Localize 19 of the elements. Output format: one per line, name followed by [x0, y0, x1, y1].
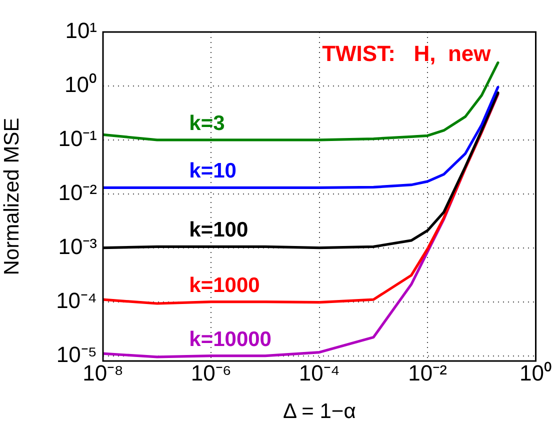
- y-axis-title: Normalized MSE: [0, 118, 24, 276]
- y-tick-label: 10⁰: [64, 72, 97, 98]
- series-label: k=100: [189, 218, 248, 242]
- x-axis-title: Δ = 1−α: [282, 400, 356, 424]
- y-tick-label: 10¹: [65, 18, 97, 44]
- x-tick-label: 10⁰: [520, 360, 552, 386]
- annotation: TWIST: H, new: [322, 41, 492, 66]
- y-tick-label: 10⁻¹: [58, 126, 97, 151]
- y-tick-label: 10⁻²: [58, 180, 97, 205]
- x-tick-label: 10⁻²: [408, 360, 447, 386]
- series-label: k=10: [189, 160, 236, 183]
- y-tick-label: 10⁻³: [58, 234, 97, 259]
- x-tick-label: 10⁻⁴: [298, 360, 340, 386]
- x-tick-label: 10⁻⁸: [82, 360, 124, 386]
- series-label: k=10000: [189, 328, 272, 351]
- series-label: k=3: [189, 112, 225, 135]
- x-tick-label: 10⁻⁶: [190, 360, 232, 386]
- series-label: k=1000: [189, 274, 260, 297]
- y-tick-label: 10⁻⁴: [56, 288, 97, 313]
